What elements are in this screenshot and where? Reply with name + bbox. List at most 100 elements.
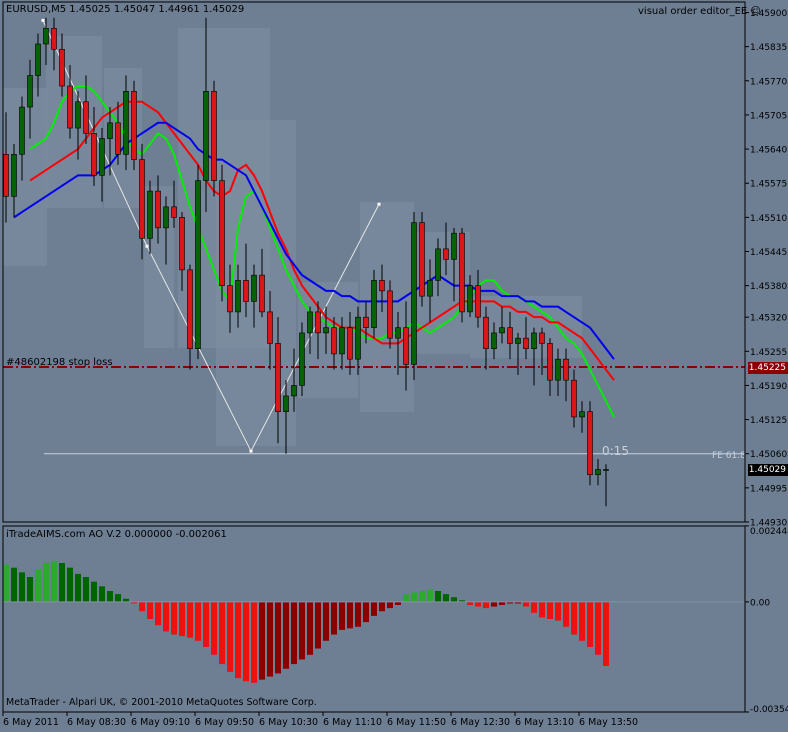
ao-bar bbox=[339, 601, 345, 630]
ao-bar bbox=[291, 601, 297, 665]
ao-bar bbox=[395, 601, 401, 606]
candle-body bbox=[347, 327, 353, 360]
ao-bar bbox=[147, 601, 153, 619]
price-tick-label: 1.45835 bbox=[750, 43, 787, 53]
ao-panel-frame bbox=[2, 525, 746, 713]
ao-bar bbox=[187, 601, 193, 638]
ao-bar bbox=[115, 594, 121, 602]
time-tick-label: 6 May 2011 bbox=[3, 717, 59, 728]
candle-body bbox=[315, 311, 321, 334]
ao-bar bbox=[59, 563, 65, 602]
ao-bar bbox=[11, 567, 17, 602]
ao-bar bbox=[195, 601, 201, 641]
ao-bar bbox=[563, 601, 569, 627]
candle-body bbox=[203, 90, 209, 181]
ao-bar bbox=[107, 591, 113, 602]
ao-bar bbox=[243, 601, 249, 682]
candle-body bbox=[571, 379, 577, 418]
candle-body bbox=[499, 327, 505, 334]
ao-bar bbox=[571, 601, 577, 635]
visual-order-editor-label[interactable]: visual order editor_EE ☺ bbox=[638, 6, 761, 17]
candle-body bbox=[155, 190, 161, 229]
ao-bar bbox=[67, 567, 73, 602]
zigzag-point bbox=[41, 18, 45, 22]
candle-body bbox=[539, 332, 545, 344]
candle-body bbox=[323, 327, 329, 334]
ao-bar bbox=[179, 601, 185, 637]
time-tick-label: 6 May 11:10 bbox=[323, 717, 382, 728]
candle-body bbox=[515, 337, 521, 344]
ao-tick-label: 0.002444 bbox=[750, 527, 788, 537]
ao-bar bbox=[51, 561, 57, 602]
candle-body bbox=[11, 154, 17, 197]
ao-bar bbox=[483, 601, 489, 609]
candle-body bbox=[195, 180, 201, 349]
candle-body bbox=[355, 316, 361, 360]
candle-body bbox=[299, 332, 305, 386]
ao-bar bbox=[259, 601, 265, 680]
ao-bar bbox=[371, 601, 377, 616]
ao-bar bbox=[315, 601, 321, 649]
candle-body bbox=[227, 285, 233, 313]
price-tick-label: 1.45445 bbox=[750, 248, 787, 258]
time-tick-label: 6 May 09:10 bbox=[131, 717, 190, 728]
candle-body bbox=[291, 385, 297, 397]
candle-body bbox=[187, 269, 193, 349]
ao-bar bbox=[515, 601, 521, 604]
ao-bar bbox=[595, 601, 601, 655]
ao-bar bbox=[475, 601, 481, 607]
indicator-title: iTradeAIMS.com AO V.2 0.000000 -0.002061 bbox=[6, 529, 227, 540]
candle-body bbox=[523, 337, 529, 349]
panel-frames bbox=[2, 1, 746, 713]
timer-label: 0:15 bbox=[602, 444, 629, 458]
ao-bar bbox=[27, 577, 33, 602]
time-tick-label: 6 May 11:50 bbox=[387, 717, 446, 728]
time-tick-label: 6 May 09:50 bbox=[195, 717, 254, 728]
candle-body bbox=[491, 332, 497, 349]
candle-body bbox=[307, 311, 313, 334]
ao-bar bbox=[467, 601, 473, 606]
ao-bar bbox=[83, 577, 89, 602]
candle-body bbox=[603, 469, 609, 471]
ao-bar bbox=[323, 601, 329, 641]
time-tick-label: 6 May 10:30 bbox=[259, 717, 318, 728]
price-tick-label: 1.45060 bbox=[750, 450, 787, 460]
candle-body bbox=[67, 85, 73, 129]
price-tick-label: 1.45640 bbox=[750, 146, 787, 156]
ao-bar bbox=[35, 569, 41, 602]
candle-body bbox=[395, 327, 401, 339]
candle-body bbox=[219, 180, 225, 286]
candle-body bbox=[531, 332, 537, 349]
candle-body bbox=[379, 280, 385, 292]
ao-bar bbox=[443, 594, 449, 602]
time-tick-label: 6 May 08:30 bbox=[67, 717, 126, 728]
shade-box bbox=[3, 88, 47, 266]
candle-body bbox=[235, 280, 241, 313]
ao-bar bbox=[547, 601, 553, 619]
candle-body bbox=[179, 217, 185, 271]
candle-body bbox=[587, 411, 593, 476]
candle-body bbox=[387, 290, 393, 339]
ao-bar bbox=[227, 601, 233, 672]
ao-bar bbox=[275, 601, 281, 674]
ao-bar bbox=[451, 597, 457, 602]
ao-bar bbox=[347, 601, 353, 629]
copyright-label: MetaTrader - Alpari UK, © 2001-2010 Meta… bbox=[6, 697, 317, 708]
price-tick-label: 1.45510 bbox=[750, 214, 787, 224]
candle-body bbox=[19, 106, 25, 155]
candle-body bbox=[139, 159, 145, 239]
ao-bar bbox=[499, 601, 505, 606]
candle-body bbox=[91, 133, 97, 176]
shade-box bbox=[360, 202, 414, 412]
candle-body bbox=[75, 101, 81, 129]
candle-body bbox=[459, 232, 465, 313]
candle-body bbox=[259, 274, 265, 313]
candle-body bbox=[59, 48, 65, 87]
candle-body bbox=[35, 43, 41, 76]
ao-bar bbox=[403, 594, 409, 602]
ao-bar bbox=[331, 601, 337, 635]
candle-body bbox=[123, 90, 129, 155]
candle-body bbox=[211, 90, 217, 181]
